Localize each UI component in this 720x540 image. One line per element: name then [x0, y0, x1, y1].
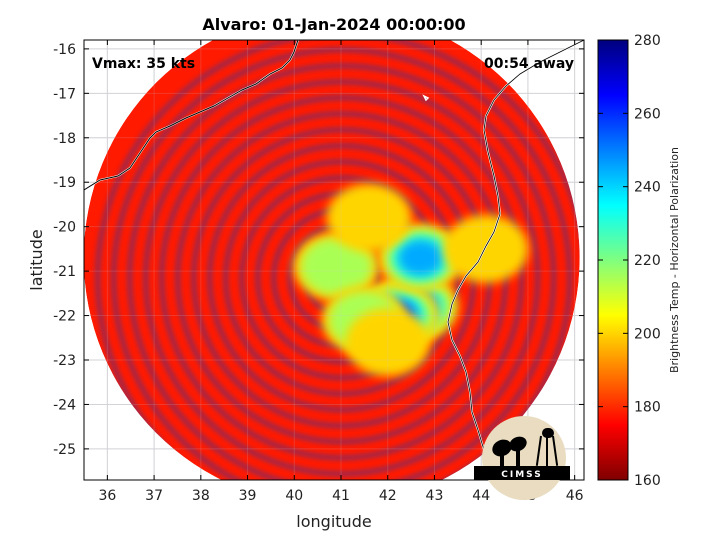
y-axis: -16 -17 -18 -19 -20 -21 -22 -23 -24 -25 [53, 42, 584, 458]
y-tick-label: -25 [53, 442, 76, 458]
time-away-annotation: 00:54 away [484, 56, 574, 72]
x-tick-label: 44 [472, 488, 490, 504]
x-tick-label: 43 [426, 488, 444, 504]
convection-band-north [326, 183, 412, 252]
plot-frame [83, 39, 585, 481]
swath-ring [158, 94, 525, 461]
y-tick-label: -19 [53, 175, 76, 191]
colorbar: 160 180 200 220 240 260 280 Brightness Temp - … [597, 33, 681, 489]
convection-cells [293, 183, 529, 377]
island-small [422, 94, 430, 102]
swath-image [84, 40, 580, 480]
colorbar-label: Brightness Temp - Horizontal Polarizatio… [668, 147, 681, 373]
vmax-annotation: Vmax: 35 kts [92, 56, 195, 72]
x-axis-label: longitude [296, 512, 371, 531]
x-tick-label: 37 [145, 488, 163, 504]
convection-cell-north [398, 240, 443, 276]
colorbar-tick-label: 260 [634, 106, 661, 122]
logo-text: CIMSS [501, 470, 542, 480]
colorbar-tick-label: 160 [634, 473, 661, 489]
x-tick-label: 46 [566, 488, 584, 504]
y-tick-label: -16 [53, 42, 76, 58]
convection-band-south [345, 308, 431, 377]
swath-ring [94, 40, 580, 480]
x-tick-label: 38 [192, 488, 210, 504]
y-tick-label: -17 [53, 86, 76, 102]
coastline-madagascar-outline [447, 40, 584, 480]
x-tick-label: 36 [98, 488, 116, 504]
swath-ring [222, 158, 461, 397]
x-tick-label: 42 [379, 488, 397, 504]
coastlines [84, 40, 584, 480]
y-tick-label: -20 [53, 220, 76, 236]
y-axis-label: latitude [27, 229, 46, 290]
colorbar-tick-label: 180 [634, 400, 661, 416]
x-tick-label: 40 [285, 488, 303, 504]
logo-disc [482, 416, 566, 500]
coastline-africa-outline [84, 40, 299, 191]
colorbar-tick-label: 280 [634, 33, 661, 49]
y-tick-label: -18 [53, 131, 76, 147]
chart-title: Alvaro: 01-Jan-2024 00:00:00 [202, 15, 465, 34]
swath-ring [110, 46, 573, 480]
cimss-logo: CIMSS [474, 416, 570, 500]
y-tick-label: -24 [53, 397, 76, 413]
convection-arc-west [300, 238, 372, 296]
colorbar-tick-label: 200 [634, 326, 661, 342]
x-tick-label: 41 [332, 488, 350, 504]
convection-coast-cell [443, 214, 529, 283]
colorbar-tick-label: 220 [634, 253, 661, 269]
colorbar-tick-label: 240 [634, 180, 661, 196]
y-tick-label: -23 [53, 353, 76, 369]
swath-ring [126, 62, 557, 480]
x-tick-label: 39 [239, 488, 257, 504]
y-tick-label: -21 [53, 264, 76, 280]
swath-ring [142, 78, 541, 477]
y-tick-label: -22 [53, 309, 76, 325]
colorbar-ticks: 160 180 200 220 240 260 280 [598, 33, 661, 489]
